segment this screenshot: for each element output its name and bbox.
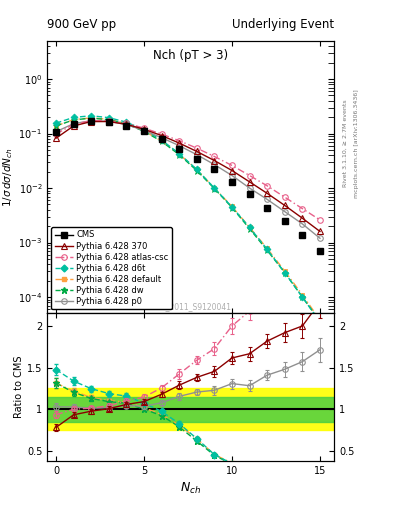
X-axis label: $N_{ch}$: $N_{ch}$ [180,481,201,496]
Text: Underlying Event: Underlying Event [232,18,334,31]
Text: CMS_2011_S9120041: CMS_2011_S9120041 [150,302,231,311]
Legend: CMS, Pythia 6.428 370, Pythia 6.428 atlas-csc, Pythia 6.428 d6t, Pythia 6.428 de: CMS, Pythia 6.428 370, Pythia 6.428 atla… [51,227,172,309]
Text: 900 GeV pp: 900 GeV pp [47,18,116,31]
Bar [47,397,334,422]
Y-axis label: $1/\sigma\,d\sigma/dN_{ch}$: $1/\sigma\,d\sigma/dN_{ch}$ [2,147,15,207]
Text: mcplots.cern.ch [arXiv:1306.3436]: mcplots.cern.ch [arXiv:1306.3436] [354,89,359,198]
Y-axis label: Ratio to CMS: Ratio to CMS [14,356,24,418]
Text: Nch (pT > 3): Nch (pT > 3) [153,49,228,62]
Bar [47,389,334,430]
Text: Rivet 3.1.10, ≥ 2.7M events: Rivet 3.1.10, ≥ 2.7M events [343,99,348,187]
